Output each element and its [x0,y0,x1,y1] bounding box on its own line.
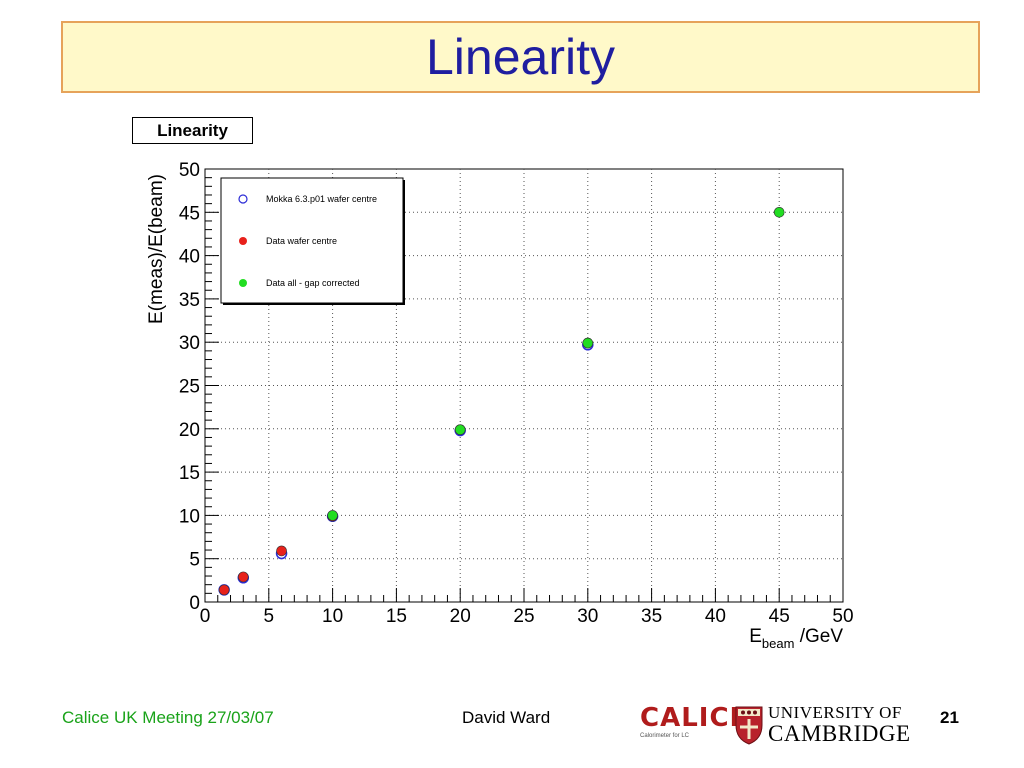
y-tick-label: 40 [179,247,200,268]
data-point-series-3 [454,424,466,435]
y-tick-label: 30 [179,333,200,354]
data-point-series-2 [218,584,230,596]
y-tick-label: 5 [189,550,200,571]
slide-title-box: Linearity [61,21,980,93]
legend-marker-2 [239,237,247,245]
y-tick-label: 50 [179,160,200,181]
data-point-series-3 [582,337,594,349]
calice-logo-text: CALICE [640,703,749,733]
cambridge-crest-icon [735,706,763,745]
page-number: 21 [940,708,959,727]
university-line-1: UNIVERSITY OF [768,703,902,722]
x-tick-label: 50 [832,606,853,627]
y-tick-label: 0 [189,593,200,614]
legend-label-2: Data wafer centre [266,236,337,246]
x-tick-label: 35 [641,606,662,627]
y-tick-label: 35 [179,290,200,311]
data-point-series-2 [276,545,287,557]
footer-author: David Ward [462,708,551,727]
y-tick-label: 45 [179,203,200,224]
legend-label-3: Data all - gap corrected [266,278,360,288]
x-tick-label: 10 [322,606,343,627]
x-tick-label: 5 [264,606,275,627]
x-tick-label: 30 [577,606,598,627]
linearity-chart: 0 5 10 15 20 25 30 35 40 45 50 0 5 10 15 20 25 30 35 40 45 50… [146,160,854,651]
slide-title: Linearity [426,29,615,85]
legend-marker-3 [239,279,247,287]
legend-box [220,177,404,304]
footer-meeting: Calice UK Meeting 27/03/07 [62,708,274,727]
y-tick-label: 15 [179,463,200,484]
y-tick-label: 25 [179,377,200,398]
university-line-2: CAMBRIDGE [768,721,911,746]
data-point-series-3 [327,510,338,521]
x-tick-label: 25 [513,606,534,627]
x-tick-label: 45 [769,606,790,627]
data-point-series-2 [237,571,249,583]
calice-logo-subtitle: Calorimeter for LC [640,733,690,739]
x-tick-label: 15 [386,606,407,627]
chart-title: Linearity [132,117,253,144]
calice-logo: CALICE Calorimeter for LC [640,703,749,748]
legend-label-1: Mokka 6.3.p01 wafer centre [266,194,377,204]
y-tick-label: 10 [179,506,200,527]
y-axis-label: E(meas)/E(beam) [146,174,167,324]
x-tick-label: 20 [450,606,471,627]
data-point-series-3 [773,207,785,218]
cambridge-logo: UNIVERSITY OF CAMBRIDGE [734,703,938,747]
x-tick-label: 0 [200,606,211,627]
x-tick-label: 40 [705,606,726,627]
legend-marker-1 [238,194,248,204]
x-axis-label: Ebeam /GeV [749,626,843,651]
y-tick-label: 20 [179,420,200,441]
